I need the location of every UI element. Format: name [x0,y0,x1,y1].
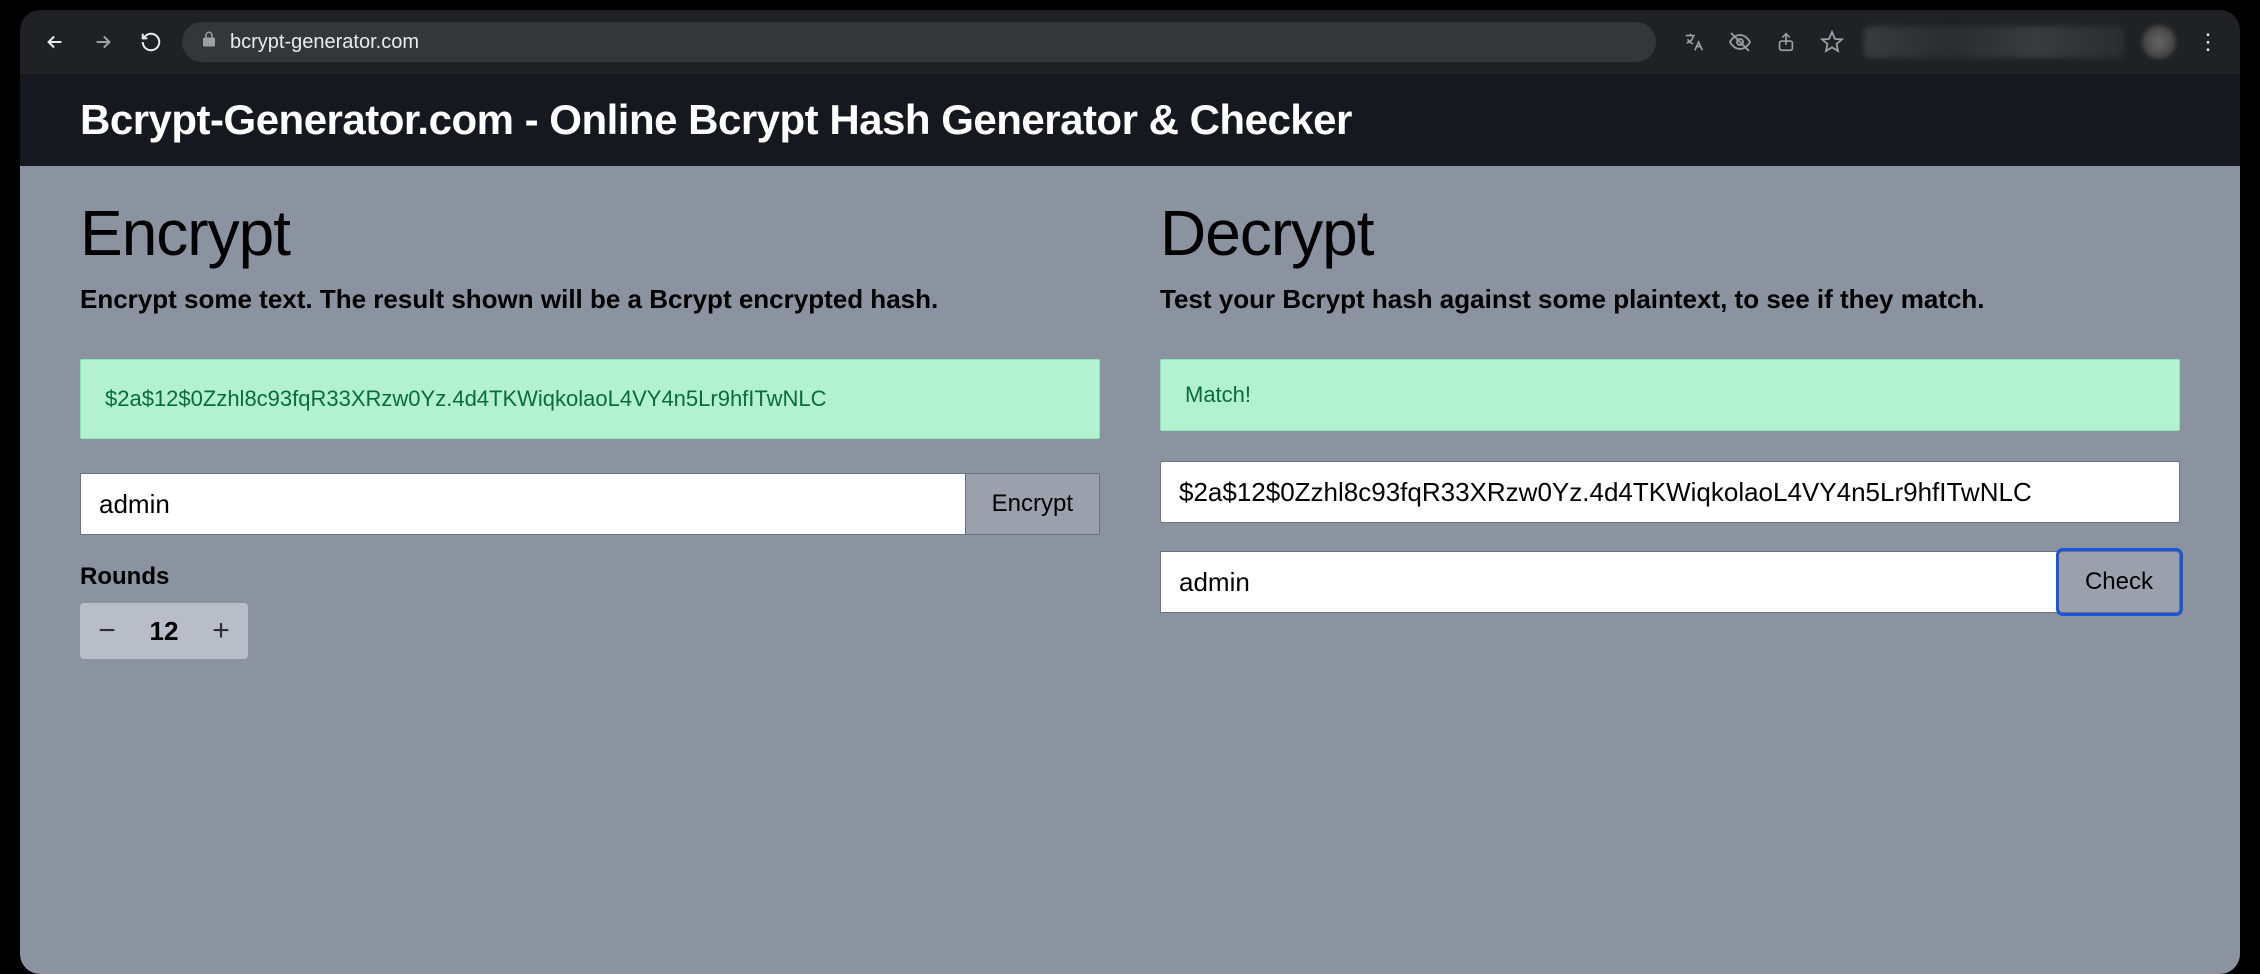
encrypt-heading: Encrypt [80,196,1100,270]
encrypt-button[interactable]: Encrypt [966,473,1100,535]
extensions-blur [1864,26,2124,58]
encrypt-result: $2a$12$0Zzhl8c93fqR33XRzw0Yz.4d4TKWiqkol… [80,359,1100,439]
url-text: bcrypt-generator.com [230,31,419,54]
reload-button[interactable] [134,25,168,59]
browser-window: bcrypt-generator.com ⋮ Bcrypt-Generator.… [20,10,2240,974]
chrome-right-icons: ⋮ [1670,25,2222,59]
decrypt-description: Test your Bcrypt hash against some plain… [1160,282,2180,317]
eye-off-icon[interactable] [1726,28,1754,56]
share-icon[interactable] [1772,28,1800,56]
decrypt-panel: Decrypt Test your Bcrypt hash against so… [1160,196,2180,659]
decrypt-plaintext-input[interactable] [1160,551,2059,613]
browser-chrome: bcrypt-generator.com ⋮ [20,10,2240,74]
back-button[interactable] [38,25,72,59]
check-button[interactable]: Check [2059,551,2180,613]
profile-avatar[interactable] [2142,25,2176,59]
forward-button[interactable] [86,25,120,59]
address-bar[interactable]: bcrypt-generator.com [182,22,1656,62]
translate-icon[interactable] [1680,28,1708,56]
rounds-stepper: − 12 + [80,603,248,659]
encrypt-plaintext-input[interactable] [80,473,966,535]
decrypt-plain-row: Check [1160,551,2180,613]
decrypt-result: Match! [1160,359,2180,431]
page-title: Bcrypt-Generator.com - Online Bcrypt Has… [80,96,2180,144]
menu-icon[interactable]: ⋮ [2194,28,2222,56]
star-icon[interactable] [1818,28,1846,56]
lock-icon [200,30,218,54]
rounds-decrement[interactable]: − [80,603,134,659]
decrypt-heading: Decrypt [1160,196,2180,270]
encrypt-input-row: Encrypt [80,473,1100,535]
encrypt-panel: Encrypt Encrypt some text. The result sh… [80,196,1100,659]
rounds-label: Rounds [80,563,1100,591]
rounds-increment[interactable]: + [194,603,248,659]
main-columns: Encrypt Encrypt some text. The result sh… [20,166,2240,699]
page-body: Bcrypt-Generator.com - Online Bcrypt Has… [20,74,2240,974]
decrypt-hash-row [1160,461,2180,523]
encrypt-description: Encrypt some text. The result shown will… [80,282,1100,317]
page-header: Bcrypt-Generator.com - Online Bcrypt Has… [20,74,2240,166]
decrypt-hash-input[interactable] [1160,461,2180,523]
rounds-value: 12 [134,616,194,647]
